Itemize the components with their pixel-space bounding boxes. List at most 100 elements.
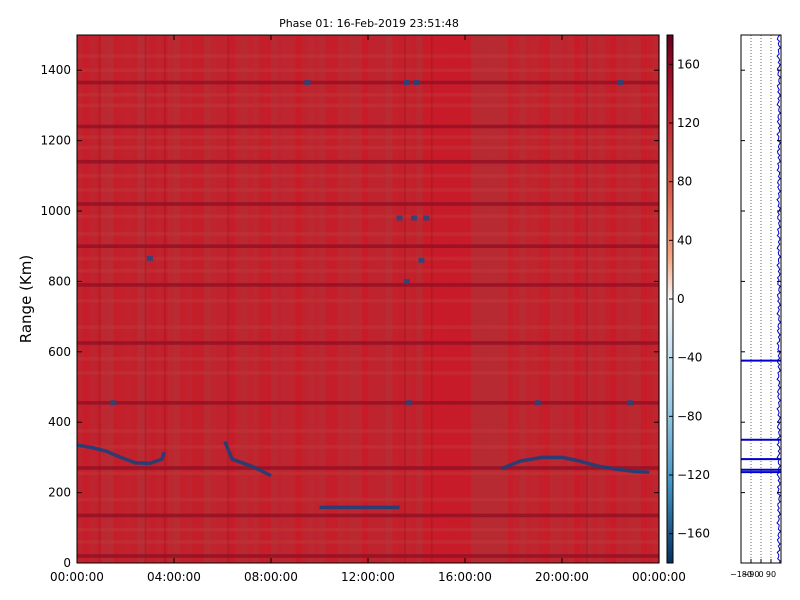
heatmap-column [471, 35, 478, 563]
heatmap-column [525, 35, 533, 563]
heatmap-column [586, 35, 593, 563]
range-band [77, 429, 659, 433]
heatmap-speckle [406, 400, 413, 406]
heatmap-column [77, 35, 84, 563]
heatmap-column [125, 35, 133, 563]
side-x-tick-label: 0 [758, 570, 763, 579]
heatmap-speckle [396, 215, 403, 221]
heatmap-column [149, 35, 157, 563]
heatmap-column [313, 35, 321, 563]
heatmap-column [458, 35, 466, 563]
heatmap-speckle [411, 215, 418, 221]
range-band [77, 174, 659, 178]
heatmap-column [83, 35, 90, 563]
heatmap-column [404, 35, 412, 563]
heatmap-column [264, 35, 272, 563]
range-band [77, 68, 659, 72]
colorbar-tick-label: −80 [677, 409, 702, 423]
range-band [77, 103, 659, 108]
heatmap-column [555, 35, 563, 563]
heatmap-speckle [403, 80, 410, 85]
time-stripe [404, 35, 406, 563]
heatmap-column [137, 35, 145, 563]
heatmap-column [167, 35, 175, 563]
heatmap-speckle [626, 400, 633, 406]
heatmap-column [325, 35, 333, 563]
main-heatmap: 00:00:00 04:00:00 08:00:00 12:00:00 16:00:00… [40, 34, 686, 584]
range-band [77, 269, 659, 273]
heatmap-column [234, 35, 242, 563]
heatmap-column [301, 35, 308, 563]
heatmap-column [640, 35, 648, 563]
y-tick-label: 1000 [40, 204, 71, 218]
heatmap-column [252, 35, 260, 563]
colorbar-tick-label: −120 [677, 468, 710, 482]
heatmap-column [622, 35, 630, 563]
heatmap-column [119, 35, 127, 563]
heatmap-streak-4 [500, 455, 650, 474]
range-band [77, 341, 659, 345]
range-band [77, 93, 659, 97]
heatmap-column [113, 35, 121, 563]
range-band [77, 214, 659, 219]
heatmap-speckle [413, 80, 420, 85]
y-tick-label: 200 [48, 486, 71, 500]
heatmap-column [477, 35, 484, 563]
heatmap-column [95, 35, 102, 563]
heatmap-column [368, 35, 375, 563]
range-band [77, 357, 659, 361]
heatmap-column [428, 35, 436, 563]
range-band [77, 283, 659, 287]
range-band [77, 145, 659, 150]
heatmap-column [568, 35, 575, 563]
heatmap-column [180, 35, 187, 563]
range-band [77, 513, 659, 518]
heatmap-column [543, 35, 551, 563]
heatmap-speckle [403, 278, 410, 284]
x-tick-label: 04:00:00 [147, 570, 201, 584]
heatmap-speckle [617, 80, 624, 85]
range-band [77, 256, 659, 261]
side-x-tick-label: −180 [730, 570, 752, 579]
heatmap-column [246, 35, 254, 563]
heatmap-column [240, 35, 248, 563]
heatmap-column [549, 35, 557, 563]
x-tick-label: 00:00:00 [632, 570, 686, 584]
side-x-tick-label: −90 [743, 570, 760, 579]
heatmap-column [283, 35, 290, 563]
colorbar-tick-label: 80 [677, 175, 692, 189]
range-band [77, 135, 659, 139]
range-band [77, 188, 659, 192]
heatmap-column [143, 35, 151, 563]
heatmap-column [131, 35, 139, 563]
time-stripe [144, 35, 147, 563]
heatmap-column [616, 35, 624, 563]
heatmap-column [537, 35, 545, 563]
heatmap-column [610, 35, 618, 563]
heatmap-column [422, 35, 430, 563]
time-stripe [227, 35, 229, 563]
time-stripe [586, 35, 588, 563]
colorbar-tick-label: 0 [677, 292, 685, 306]
heatmap-column [198, 35, 205, 563]
heatmap-column [289, 35, 296, 563]
y-tick-label: 800 [48, 274, 71, 288]
heatmap-speckle [534, 400, 541, 406]
heatmap-speckle [423, 215, 430, 221]
range-band [77, 527, 659, 532]
y-tick-label: 0 [63, 556, 71, 570]
range-band [77, 371, 659, 375]
colorbar: 160 120 80 40 0 −40 −80 −120 −160 [666, 34, 710, 564]
y-tick-label: 1400 [40, 63, 71, 77]
x-tick-label: 16:00:00 [438, 570, 492, 584]
heatmap-column [574, 35, 581, 563]
heatmap-column [331, 35, 339, 563]
heatmap-speckle [304, 80, 311, 85]
heatmap-column [277, 35, 284, 563]
time-stripe [431, 35, 433, 563]
heatmap-column [155, 35, 163, 563]
y-axis-label: Range (Km) [17, 255, 35, 343]
range-band [77, 159, 659, 164]
chart-title: Phase 01: 16-Feb-2019 23:51:48 [279, 17, 459, 30]
heatmap-column [652, 35, 660, 563]
